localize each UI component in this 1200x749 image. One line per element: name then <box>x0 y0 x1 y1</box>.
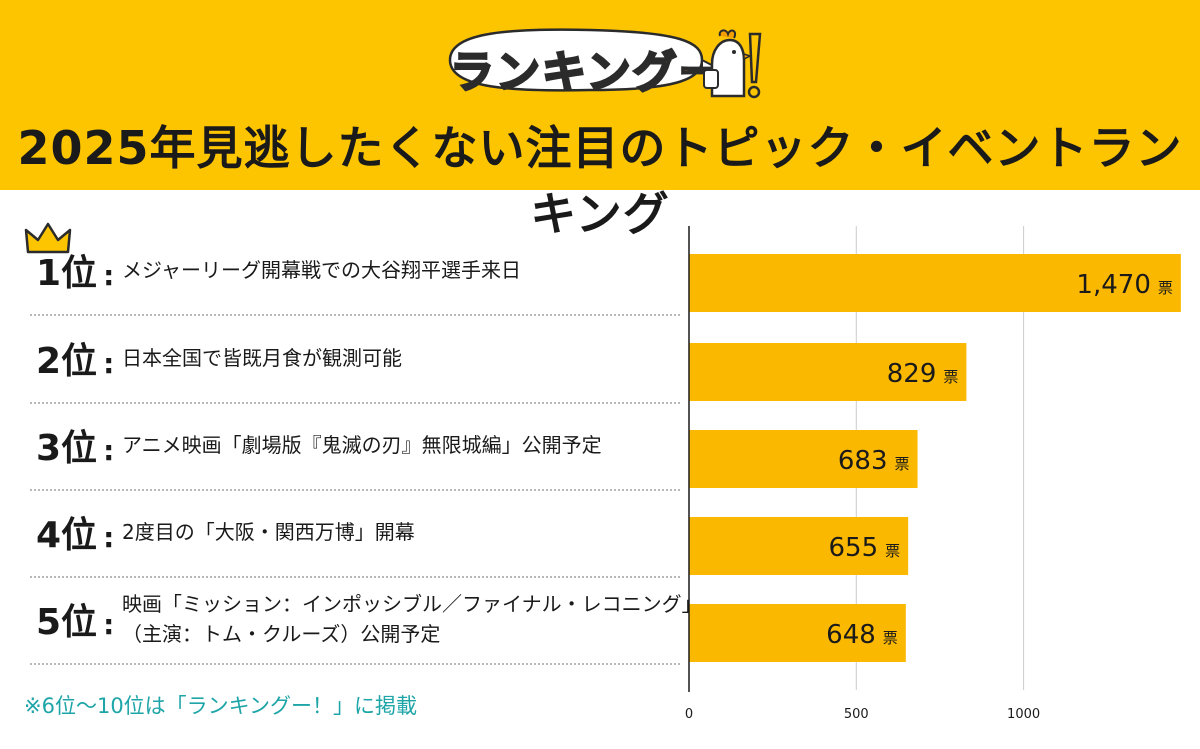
ranking-row: 1位: メジャーリーグ開幕戦での大谷翔平選手来日 <box>30 226 680 316</box>
chicken-thumbs-up-icon <box>703 29 762 99</box>
bar-value-label: 648 <box>826 620 876 650</box>
topic-line: 映画「ミッション：インポッシブル／ファイナル・レコニング」 <box>122 592 702 616</box>
x-tick-label: 0 <box>685 707 693 722</box>
ranking-goo-logo: ランキングー <box>440 20 770 100</box>
page-title: 2025年見逃したくない注目のトピック・イベントランキング <box>17 121 1183 241</box>
ranking-row: 3位: アニメ映画「劇場版『鬼滅の刃』無限城編」公開予定 <box>30 401 680 491</box>
bar-value-label: 829 <box>887 359 937 389</box>
bar-value-label: 1,470 <box>1076 270 1150 300</box>
topic-title: メジャーリーグ開幕戦での大谷翔平選手来日 <box>122 255 521 285</box>
rank-colon: : <box>103 434 115 467</box>
topic-line: メジャーリーグ開幕戦での大谷翔平選手来日 <box>122 258 521 282</box>
bar-value-label: 655 <box>829 533 879 563</box>
ranking-row: 4位:2度目の「大阪・関西万博」開幕 <box>30 488 680 578</box>
topic-title: アニメ映画「劇場版『鬼滅の刃』無限城編」公開予定 <box>122 430 602 460</box>
topic-title: 日本全国で皆既月食が観測可能 <box>122 343 402 373</box>
bar-unit-label: 票 <box>943 368 958 386</box>
ranking-row: 5位: 映画「ミッション：インポッシブル／ファイナル・レコニング」 （主演：トム・ク… <box>30 575 702 665</box>
bar <box>689 604 906 662</box>
header-banner: ランキングー 2025年見逃したくない注目のトピック・イベントランキング <box>0 0 1200 241</box>
bar-unit-label: 票 <box>895 455 910 473</box>
rank-label: 4位: <box>36 506 114 558</box>
rank-label: 5位: <box>36 593 114 645</box>
ranking-row: 2位: 日本全国で皆既月食が観測可能 <box>30 314 680 404</box>
rank-number: 4位 <box>36 515 98 556</box>
logo-balloon-shape <box>448 28 726 92</box>
footnote: ※6位〜10位は「ランキングー！」に掲載 <box>24 694 418 718</box>
rank-colon: : <box>103 608 115 641</box>
rank-number: 1位 <box>36 253 98 294</box>
topic-line: 日本全国で皆既月食が観測可能 <box>122 346 402 370</box>
rank-label: 3位: <box>36 419 114 471</box>
rank-colon: : <box>103 521 115 554</box>
bar <box>689 517 909 575</box>
x-tick-label: 1000 <box>1007 707 1040 722</box>
topic-line: アニメ映画「劇場版『鬼滅の刃』無限城編」公開予定 <box>122 433 602 457</box>
rank-colon: : <box>103 259 115 292</box>
logo-text: ランキングー <box>449 46 725 100</box>
rank-number: 3位 <box>36 428 98 469</box>
topic-title: 2度目の「大阪・関西万博」開幕 <box>122 517 415 547</box>
crown-icon <box>24 222 72 254</box>
rank-label: 2位: <box>36 332 114 384</box>
rank-number: 2位 <box>36 341 98 382</box>
bar <box>689 343 967 401</box>
rank-number: 5位 <box>36 602 98 643</box>
bar-unit-label: 票 <box>1158 279 1173 297</box>
bar-value-label: 683 <box>838 446 888 476</box>
bar-unit-label: 票 <box>885 542 900 560</box>
bar <box>689 254 1181 312</box>
bar-unit-label: 票 <box>883 629 898 647</box>
topic-title: 映画「ミッション：インポッシブル／ファイナル・レコニング」 （主演：トム・クルーズ… <box>122 589 702 649</box>
x-tick-label: 500 <box>844 707 869 722</box>
rank-label: 1位: <box>36 244 114 296</box>
bar <box>689 430 918 488</box>
rank-colon: : <box>103 347 115 380</box>
topic-line: （主演：トム・クルーズ）公開予定 <box>122 622 441 646</box>
topic-line: 2度目の「大阪・関西万博」開幕 <box>122 520 415 544</box>
